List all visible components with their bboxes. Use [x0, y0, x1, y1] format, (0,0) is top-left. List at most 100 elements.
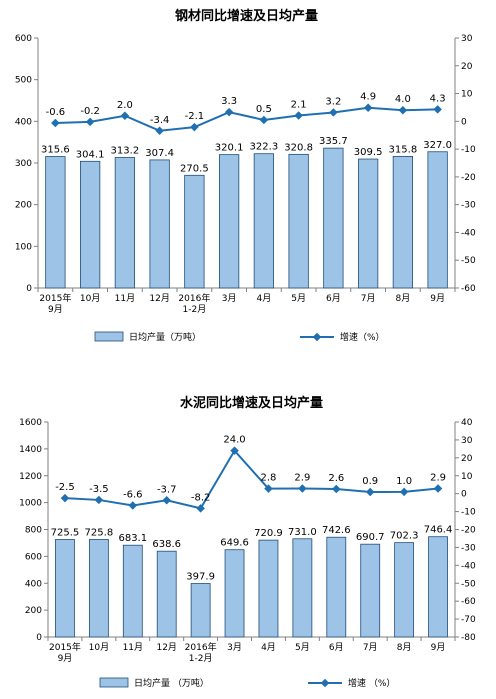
chart2-x-tick-label: 2016年: [185, 641, 217, 653]
chart2-line-label: 2.9: [430, 472, 446, 483]
chart2-right-tick-label: -40: [461, 561, 476, 571]
cement-chart: 水泥同比增速及日均产量02004006008001000120014001600…: [19, 395, 476, 689]
chart1-line-point: [433, 105, 442, 114]
chart1-title: 钢材同比增速及日均产量: [175, 8, 318, 24]
chart1-bar: [323, 147, 344, 289]
chart2-line-point: [196, 504, 205, 513]
chart1-right-tick-label: 10: [461, 90, 473, 100]
chart2-line-label: -3.5: [89, 484, 109, 495]
chart2-left-tick-label: 0: [36, 633, 42, 643]
chart2-x-tick-label: 7月: [363, 642, 378, 653]
chart1-left-tick-label: 200: [15, 201, 32, 211]
chart1-right-tick-label: 0: [461, 117, 467, 127]
chart2-title: 水泥同比增速及日均产量: [180, 395, 323, 411]
chart1-line-point: [155, 126, 164, 136]
chart1-x-tick-label: 9月: [48, 304, 63, 315]
chart1-left-tick-label: 100: [15, 242, 32, 252]
chart2-bar-label: 725.5: [51, 528, 80, 539]
chart2-line-label: 1.0: [396, 476, 412, 487]
chart1-bar: [79, 160, 101, 289]
chart2-bar: [428, 536, 448, 638]
chart1-right-tick-label: 20: [461, 62, 473, 72]
chart1-bar-label: 322.3: [250, 142, 279, 153]
chart2-line-label: -2.5: [55, 482, 75, 493]
chart2-legend-line-label: 增速 （%）: [348, 677, 395, 689]
chart2-line-point: [433, 484, 443, 493]
chart2-right-tick-label: -30: [461, 543, 476, 553]
chart2-left-tick-label: 1200: [19, 472, 42, 482]
chart1-bar-label: 335.7: [319, 136, 348, 147]
chart2-right-tick-label: 10: [461, 472, 473, 482]
chart2-line-point: [94, 495, 104, 505]
chart1-line-point: [329, 108, 338, 117]
chart2-right-tick-label: 30: [461, 436, 473, 446]
chart2-left-tick-label: 1000: [19, 499, 42, 509]
chart2-bar: [224, 549, 245, 638]
chart2-bar-label: 638.6: [152, 539, 181, 550]
chart1-line-label: 3.3: [221, 96, 237, 107]
chart2-bar: [394, 542, 415, 638]
chart2-legend-bar-label: 日均产量 （万吨）: [134, 677, 209, 689]
chart2-line-label: 2.8: [261, 473, 277, 484]
chart2-bar: [156, 550, 177, 638]
chart2-bar: [88, 539, 109, 638]
chart2-bar-label: 649.6: [220, 538, 249, 549]
chart1-line-label: 4.9: [360, 92, 376, 103]
chart1-bar-label: 313.2: [111, 146, 140, 157]
chart1-bar-label: 320.8: [284, 142, 313, 153]
chart2-bar: [122, 544, 143, 638]
chart1-line-point: [224, 107, 234, 117]
chart2-right-tick-label: 0: [461, 490, 467, 500]
chart1-x-tick-label: 12月: [149, 293, 169, 304]
chart2-bar-label: 702.3: [390, 531, 419, 542]
chart1-left-tick-label: 0: [26, 284, 32, 294]
chart2-line-label: 24.0: [223, 435, 245, 446]
chart2-right-tick-label: -10: [461, 508, 476, 518]
chart1-bar-label: 307.4: [145, 148, 174, 159]
chart1-legend-bar-swatch: [94, 331, 124, 342]
chart1-right-tick-label: -50: [461, 256, 476, 266]
chart2-left-tick-label: 1400: [19, 445, 42, 455]
chart2-x-tick-label: 11月: [123, 642, 143, 653]
chart1-line-point: [294, 111, 303, 120]
chart1-right-tick-label: -60: [461, 284, 476, 294]
chart1-x-tick-label: 9月: [430, 293, 445, 304]
chart2-line-label: -6.6: [123, 489, 143, 500]
chart1-left-tick-label: 400: [15, 117, 32, 127]
chart2-x-tick-label: 3月: [227, 642, 242, 653]
chart2-left-tick-label: 800: [25, 526, 42, 536]
chart2-right-tick-label: -70: [461, 615, 476, 625]
chart1-x-tick-label: 2015年: [39, 292, 71, 304]
chart1-growth-line: [55, 106, 438, 132]
chart2-bar-label: 731.0: [288, 527, 317, 538]
chart2-bar: [326, 536, 347, 638]
chart1-bar: [392, 156, 414, 289]
steel-chart: 钢材同比增速及日均产量0100200300400500600-60-50-40-…: [15, 8, 476, 343]
chart1-line-point: [51, 118, 60, 128]
chart1-legend-bar-label: 日均产量（万吨）: [129, 331, 201, 343]
chart2-right-tick-label: 40: [461, 418, 473, 428]
chart1-line-point: [363, 103, 373, 112]
chart2-x-tick-label: 8月: [397, 642, 412, 653]
chart1-line-label: -0.6: [46, 107, 66, 118]
chart1-line-label: -0.2: [80, 106, 100, 117]
chart2-x-tick-label: 4月: [261, 642, 276, 653]
chart2-right-tick-label: -20: [461, 526, 476, 536]
chart2-right-tick-label: 20: [461, 454, 473, 464]
chart1-x-tick-label: 1-2月: [183, 304, 207, 315]
chart2-left-tick-label: 400: [25, 579, 42, 589]
chart2-x-tick-label: 1-2月: [189, 653, 213, 664]
chart2-bar: [360, 543, 381, 638]
chart2-x-tick-label: 12月: [156, 642, 176, 653]
chart1-bar: [288, 153, 309, 289]
chart2-line-point: [128, 501, 138, 510]
chart1-bar-label: 327.0: [423, 140, 452, 151]
chart1-x-tick-label: 5月: [291, 293, 306, 304]
chart2-legend-line-marker: [320, 678, 330, 688]
chart2-bar-label: 746.4: [424, 525, 453, 536]
chart1-bar-label: 270.5: [180, 163, 209, 174]
chart1-x-tick-label: 6月: [326, 293, 341, 304]
chart2-x-tick-label: 6月: [329, 642, 344, 653]
chart2-bar-label: 725.8: [85, 527, 114, 538]
chart2-line-label: -8.2: [191, 492, 211, 503]
